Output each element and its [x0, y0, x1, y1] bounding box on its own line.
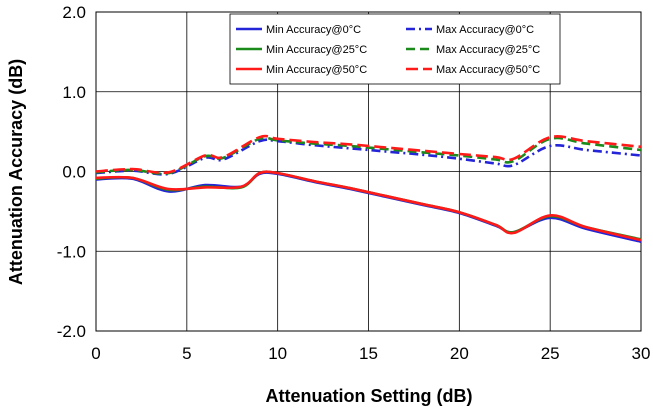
legend-box [229, 13, 561, 85]
series-lines [95, 134, 642, 243]
legend-label: Max Accuracy@0°C [436, 24, 534, 36]
x-tick-label: 20 [450, 344, 469, 363]
y-tick-label: 2.0 [62, 3, 86, 22]
y-tick-label: 0.0 [62, 163, 86, 182]
series-line-6 [95, 134, 642, 175]
x-tick-label: 30 [632, 344, 651, 363]
x-axis-title: Attenuation Setting (dB) [266, 386, 473, 406]
legend-label: Min Accuracy@25°C [266, 44, 367, 56]
x-tick-label: 15 [359, 344, 378, 363]
tick-labels: 0 5 10 15 20 25 30 2.0 1.0 0.0 -1.0 -2.0 [57, 3, 651, 363]
y-tick-label: -2.0 [57, 322, 86, 341]
x-tick-label: 0 [91, 344, 100, 363]
legend-label: Min Accuracy@50°C [266, 64, 367, 76]
x-tick-label: 25 [541, 344, 560, 363]
y-tick-label: 1.0 [62, 83, 86, 102]
x-tick-label: 10 [268, 344, 287, 363]
legend-label: Max Accuracy@50°C [436, 64, 540, 76]
series-line-3 [95, 170, 642, 242]
legend-label: Max Accuracy@25°C [436, 44, 540, 56]
legend: Min Accuracy@0°C Max Accuracy@0°C Min Accu… [229, 13, 561, 85]
y-tick-label: -1.0 [57, 242, 86, 261]
x-tick-label: 5 [182, 344, 191, 363]
y-axis-title: Attenuation Accuracy (dB) [6, 59, 26, 285]
legend-label: Min Accuracy@0°C [266, 24, 361, 36]
